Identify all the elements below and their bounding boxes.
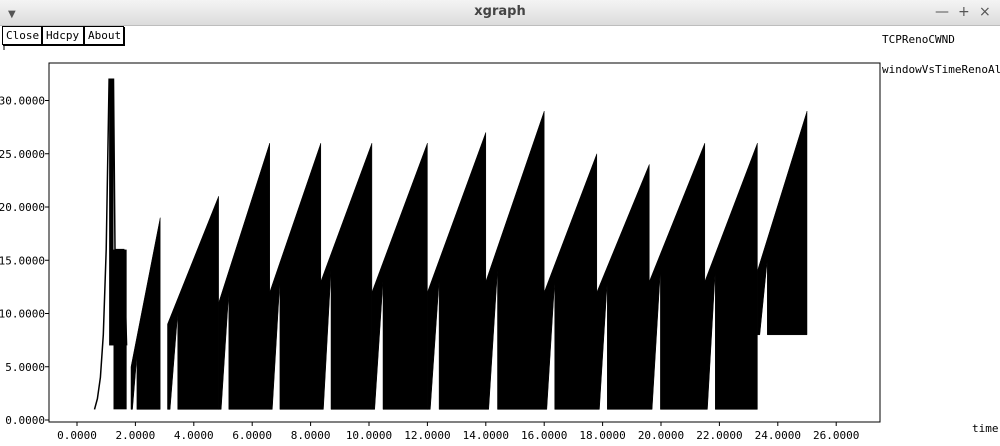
x-tick-label: 0.0000: [57, 429, 97, 442]
series-cycle-2: [167, 196, 219, 410]
x-tick-label: 20.0000: [638, 429, 684, 442]
series-cycle-6: [371, 143, 428, 410]
series-cycle-3: [218, 143, 270, 410]
x-tick-label: 22.0000: [696, 429, 742, 442]
series-cycle-11: [649, 143, 706, 410]
series-cycle-9: [543, 153, 598, 410]
x-tick-label: 12.0000: [404, 429, 450, 442]
x-tick-label: 24.0000: [755, 429, 801, 442]
series-cycle-10: [596, 164, 650, 410]
x-tick-label: 16.0000: [521, 429, 567, 442]
series-cycle-1: [130, 217, 161, 410]
y-tick-label: 25.0000: [0, 148, 45, 161]
window-titlebar: ▼ xgraph — + ×: [0, 0, 1000, 26]
legend-label: windowVsTimeRenoAll: [882, 63, 1000, 76]
window-title: xgraph: [474, 4, 526, 19]
x-axis: 0.0000 2.0000 4.0000 6.0000 8.0000 10.0000 12.…: [57, 422, 859, 442]
hdcpy-button[interactable]: Hdcpy: [42, 26, 84, 45]
y-axis: 0.0000 5.0000 10.0000 15.0000 20.0000 25.0000…: [0, 95, 49, 427]
x-tick-label: 26.0000: [813, 429, 859, 442]
series-cycle-13: [757, 111, 808, 336]
maximize-icon[interactable]: +: [958, 4, 970, 20]
y-tick-label: 30.0000: [0, 95, 45, 108]
y-tick-label: 5.0000: [5, 361, 45, 374]
about-button[interactable]: About: [84, 26, 124, 45]
series-cycle-12: [704, 143, 758, 410]
x-axis-label: time: [972, 422, 999, 435]
x-tick-label: 10.0000: [346, 429, 392, 442]
x-tick-label: 6.0000: [232, 429, 272, 442]
series-block-spike: [109, 79, 114, 346]
series-layer: [93, 78, 808, 410]
x-tick-label: 4.0000: [174, 429, 214, 442]
series-cycle-7: [427, 132, 487, 410]
plot-frame: [3, 45, 881, 423]
series-cycle-5: [320, 143, 373, 410]
close-button[interactable]: Close: [2, 26, 42, 45]
x-tick-label: 2.0000: [116, 429, 156, 442]
close-icon[interactable]: ×: [979, 4, 991, 20]
plot-title: TCPRenoCWND: [882, 33, 955, 46]
plot-border: [48, 62, 881, 423]
series-cycle-4: [269, 143, 322, 410]
y-tick-label: 20.0000: [0, 201, 45, 214]
y-tick-label: 10.0000: [0, 308, 45, 321]
minimize-icon[interactable]: —: [935, 4, 949, 20]
y-tick-label: 0.0000: [5, 414, 45, 427]
y-tick-label: 15.0000: [0, 254, 45, 267]
series-cycle-8: [485, 111, 545, 410]
x-tick-label: 18.0000: [579, 429, 625, 442]
x-tick-label: 8.0000: [291, 429, 331, 442]
x-tick-label: 14.0000: [463, 429, 509, 442]
chevron-down-icon[interactable]: ▼: [8, 9, 16, 20]
series-block-fast-recovery: [113, 249, 127, 410]
